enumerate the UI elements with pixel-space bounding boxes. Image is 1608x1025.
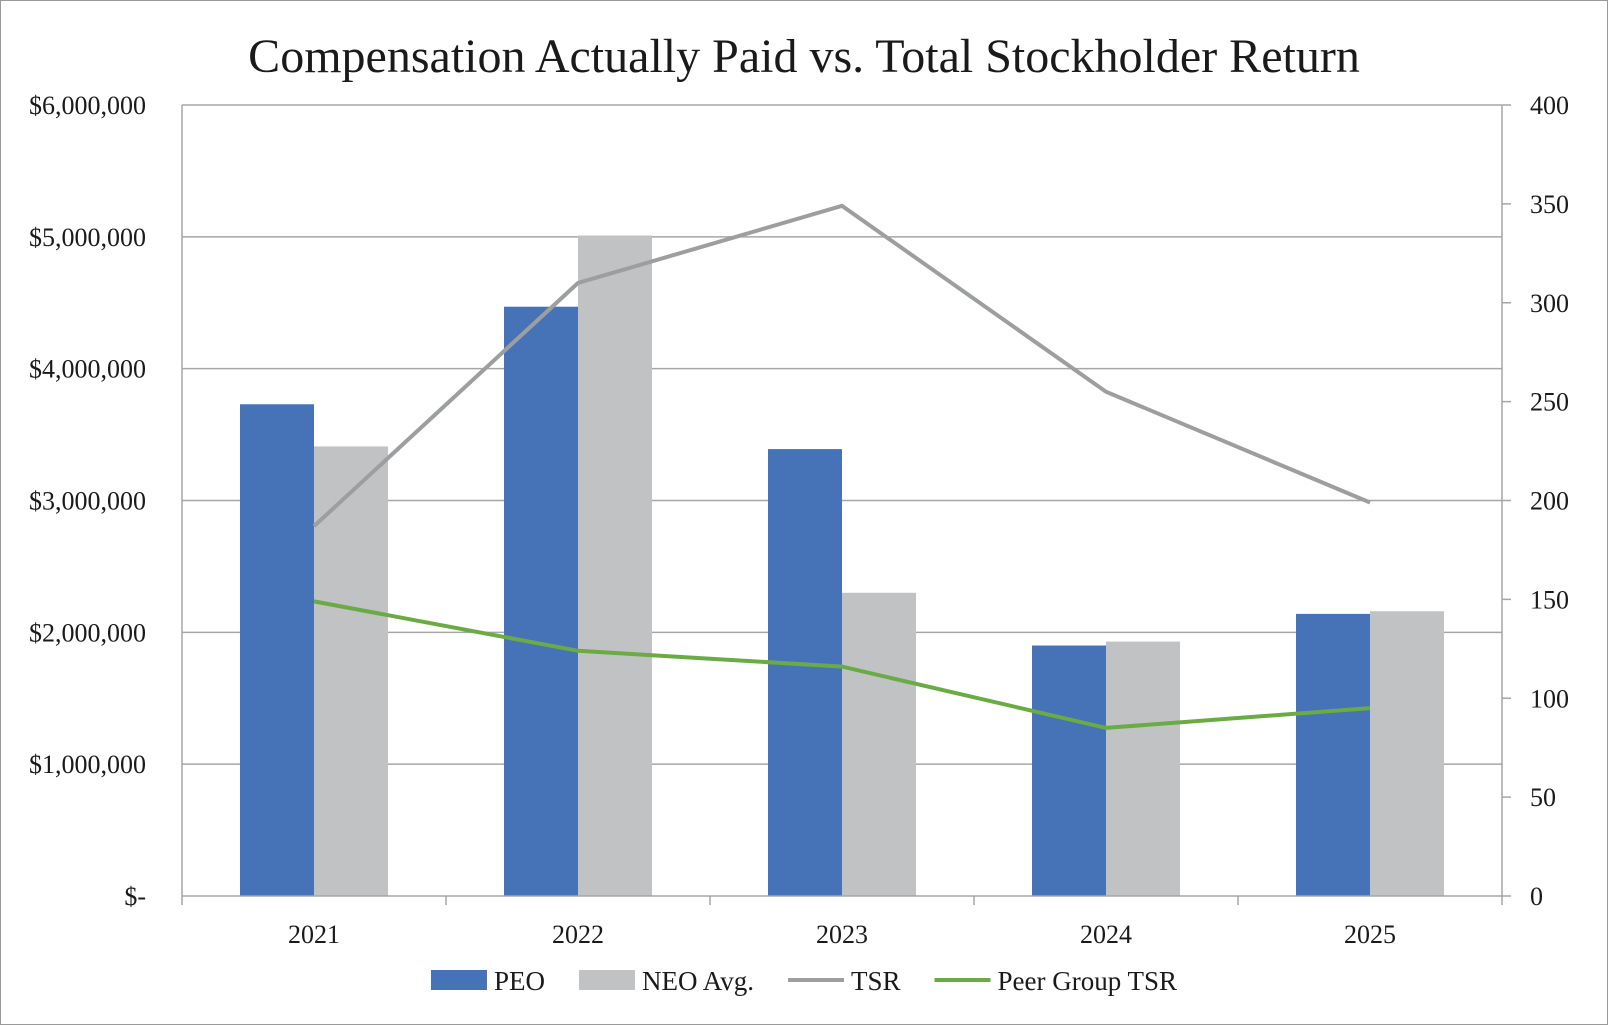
y-right-tick-label: 400	[1530, 91, 1569, 120]
y-right-tick-label: 150	[1530, 585, 1569, 614]
x-tick-label: 2021	[288, 920, 340, 949]
bar-peo-2025	[1296, 613, 1370, 896]
legend-label: PEO	[494, 966, 545, 996]
legend-swatch-peo	[430, 970, 487, 990]
bar-neo-avg--2024	[1106, 641, 1180, 896]
legend-label: TSR	[851, 966, 901, 996]
x-tick-label: 2022	[552, 920, 604, 949]
y-left-tick-label: $6,000,000	[29, 91, 146, 120]
x-tick-label: 2023	[816, 920, 868, 949]
legend-label: Peer Group TSR	[998, 966, 1178, 996]
y-left-tick-label: $3,000,000	[29, 487, 146, 516]
bar-series	[240, 235, 1444, 897]
y-left-tick-label: $2,000,000	[29, 618, 146, 647]
bar-neo-avg--2025	[1370, 611, 1444, 896]
bar-neo-avg--2023	[842, 592, 916, 896]
y-left-tick-label: $5,000,000	[29, 223, 146, 252]
y-right-tick-label: 50	[1530, 783, 1556, 812]
bar-neo-avg--2022	[578, 235, 652, 896]
gridlines	[182, 104, 1502, 765]
y-right-tick-label: 350	[1530, 190, 1569, 219]
legend-swatch-neo-avg-	[578, 970, 635, 990]
bar-peo-2024	[1032, 645, 1106, 896]
legend-label: NEO Avg.	[642, 966, 754, 996]
line-tsr	[312, 203, 1371, 528]
y-left-tick-label: $-	[124, 882, 146, 911]
y-right-tick-label: 200	[1530, 487, 1569, 516]
legend: PEO NEO Avg. TSR Peer Group TSR	[430, 966, 1178, 996]
bar-peo-2021	[240, 404, 314, 896]
line-peer-group-tsr	[313, 599, 1371, 730]
axes	[181, 104, 1511, 905]
x-tick-label: 2024	[1080, 920, 1132, 949]
y-right-tick-label: 300	[1530, 289, 1569, 318]
x-tick-label: 2025	[1344, 920, 1396, 949]
y-right-tick-label: 100	[1530, 684, 1569, 713]
y-left-tick-label: $4,000,000	[29, 355, 146, 384]
tick-labels: $- $1,000,000 $2,000,000 $3,000,000 $4,000,0…	[29, 91, 1569, 949]
chart-title: Compensation Actually Paid vs. Total Sto…	[248, 30, 1360, 83]
line-series	[312, 203, 1371, 730]
bar-neo-avg--2021	[314, 446, 388, 896]
y-left-tick-label: $1,000,000	[29, 750, 146, 779]
y-right-tick-label: 0	[1530, 882, 1543, 911]
bar-peo-2022	[504, 306, 578, 897]
bar-peo-2023	[768, 449, 842, 896]
y-right-tick-label: 250	[1530, 388, 1569, 417]
